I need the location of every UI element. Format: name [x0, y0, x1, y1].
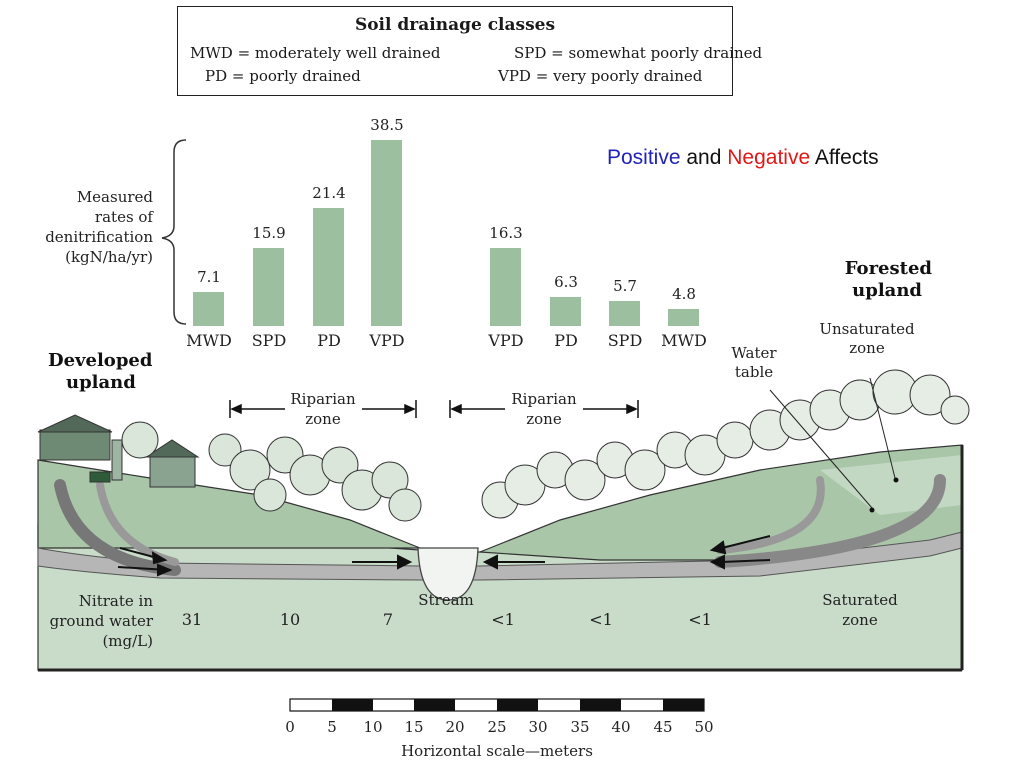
tree-icon: [121, 421, 422, 522]
scale-caption: Horizontal scale—meters: [401, 742, 593, 760]
bar-classes-right: VPD PD SPD MWD: [487, 331, 706, 350]
riparian-arrows: [229, 400, 639, 418]
scale-tick-0: 0: [285, 718, 295, 736]
title-negative: Negative: [727, 146, 811, 169]
bar-value-pd-left: 21.4: [312, 184, 345, 202]
nitrate-label-line2: ground water: [50, 612, 154, 630]
bar-classes-left: MWD SPD PD VPD: [186, 331, 404, 350]
legend-box: Soil drainage classes MWD = moderately w…: [177, 6, 762, 96]
bar-class-pd-right: PD: [554, 331, 578, 350]
scale-tick-10: 10: [363, 718, 382, 736]
riparian-left-line1: Riparian: [290, 390, 356, 408]
flow-arrows: [117, 535, 771, 577]
ground-cross-section: [37, 444, 964, 672]
bar-class-vpd-left: VPD: [368, 331, 404, 350]
riparian-left-line2: zone: [305, 410, 341, 428]
water-table-marker: [869, 507, 875, 513]
developed-upland-line2: upland: [66, 372, 136, 393]
bar-values-left: 7.1 15.9 21.4 38.5: [197, 116, 404, 286]
unsaturated-marker: [893, 477, 899, 483]
bar-pd-right: [550, 297, 581, 326]
bar-value-pd-right: 6.3: [554, 273, 578, 291]
bar-spd-right: [609, 301, 640, 326]
nitrate-value-6: <1: [688, 610, 712, 629]
bar-spd-left: [253, 248, 284, 326]
leader-lines: [769, 377, 896, 509]
bar-value-mwd-left: 7.1: [197, 268, 221, 286]
bar-class-vpd-right: VPD: [487, 331, 523, 350]
riparian-right-line1: Riparian: [511, 390, 577, 408]
legend-entry-vpd: VPD = very poorly drained: [498, 67, 703, 85]
bar-mwd-left: [193, 292, 224, 326]
forested-upland-line2: upland: [852, 280, 922, 301]
bar-value-mwd-right: 4.8: [672, 285, 696, 303]
nitrate-label-line1: Nitrate in: [79, 592, 154, 610]
rate-label-line-4: (kgN/ha/yr): [65, 248, 153, 266]
tree-icon: [481, 369, 970, 519]
developed-upland-line1: Developed: [48, 350, 153, 371]
bar-class-mwd-right: MWD: [661, 331, 707, 350]
title-affects: Affects: [814, 146, 879, 169]
bar-value-spd-right: 5.7: [613, 277, 637, 295]
rate-label-line-2: rates of: [95, 208, 155, 226]
bar-value-vpd-left: 38.5: [370, 116, 403, 134]
bar-values-right: 16.3 6.3 5.7 4.8: [489, 224, 696, 303]
bar-vpd-left: [371, 140, 402, 326]
bar-value-spd-left: 15.9: [252, 224, 285, 242]
legend-entry-mwd: MWD = moderately well drained: [190, 44, 441, 62]
rate-label-line-3: denitrification: [45, 228, 153, 246]
scale-tick-50: 50: [694, 718, 713, 736]
bar-value-vpd-right: 16.3: [489, 224, 522, 242]
scale-tick-40: 40: [611, 718, 630, 736]
nitrate-label-line3: (mg/L): [102, 632, 153, 650]
scale-tick-5: 5: [327, 718, 337, 736]
nitrate-value-1: 31: [182, 610, 202, 629]
water-table-line2: table: [735, 363, 773, 381]
title-positive: Positive: [607, 146, 681, 169]
forested-upland-line1: Forested: [845, 258, 933, 279]
title-and: and: [686, 146, 722, 169]
bar-vpd-right: [490, 248, 521, 326]
slide-title: Positive and Negative Affects: [607, 146, 879, 170]
scale-tick-25: 25: [487, 718, 506, 736]
bar-class-pd-left: PD: [317, 331, 341, 350]
stream-label: Stream: [418, 591, 474, 609]
scale-tick-30: 30: [528, 718, 547, 736]
denitrification-label: Measured rates of denitrification (kgN/h…: [45, 188, 154, 266]
unsaturated-line2: zone: [849, 339, 885, 357]
riparian-right-line2: zone: [526, 410, 562, 428]
axis-brace: [161, 139, 187, 325]
scale-tick-35: 35: [570, 718, 589, 736]
legend-entry-pd: SPD = somewhat poorly drained: [514, 44, 763, 62]
bar-class-mwd-left: MWD: [186, 331, 232, 350]
house-icon: [37, 414, 200, 488]
nitrate-value-3: 7: [383, 610, 393, 629]
water-table-line1: Water: [731, 344, 777, 362]
bar-pd-left: [313, 208, 344, 326]
scale-tick-15: 15: [404, 718, 423, 736]
scale-tick-45: 45: [653, 718, 672, 736]
scale-tick-20: 20: [445, 718, 464, 736]
tree-canopy: [121, 369, 970, 522]
bar-mwd-right: [668, 309, 699, 326]
saturated-line2: zone: [842, 611, 878, 629]
saturated-line1: Saturated: [822, 591, 898, 609]
nitrate-value-5: <1: [589, 610, 613, 629]
unsaturated-line1: Unsaturated: [819, 320, 915, 338]
rate-label-line-1: Measured: [77, 188, 154, 206]
legend-title: Soil drainage classes: [354, 15, 556, 35]
nitrate-value-2: 10: [280, 610, 300, 629]
legend-entry-spd: PD = poorly drained: [205, 67, 361, 85]
nitrate-value-4: <1: [491, 610, 515, 629]
bar-class-spd-right: SPD: [608, 331, 643, 350]
bars-left: [193, 140, 402, 326]
bar-class-spd-left: SPD: [252, 331, 287, 350]
bars-right: [490, 248, 699, 326]
scale-bar: [289, 698, 705, 712]
